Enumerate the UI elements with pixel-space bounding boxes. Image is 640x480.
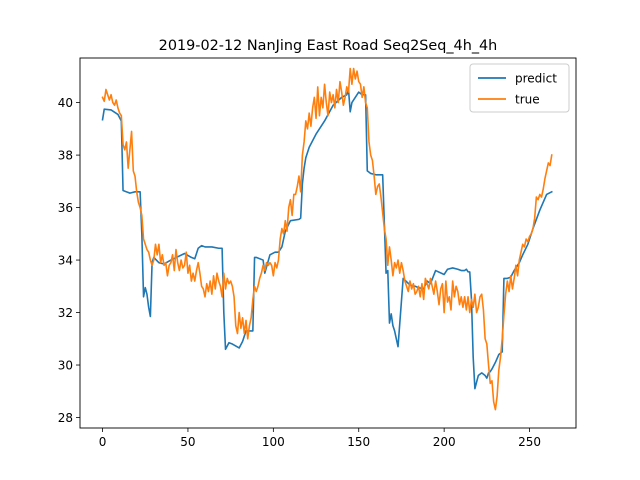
legend-box <box>469 63 570 113</box>
x-tick-label: 50 <box>180 435 195 449</box>
x-tick-label: 250 <box>518 435 541 449</box>
plot-frame <box>79 57 577 429</box>
x-tick-label: 150 <box>347 435 370 449</box>
x-tick-label: 0 <box>99 435 107 449</box>
chart-title: 2019-02-12 NanJing East Road Seq2Seq_4h_… <box>159 38 498 54</box>
series-line-predict <box>101 88 553 390</box>
legend-label-true: true <box>515 93 540 107</box>
y-tick-label: 32 <box>58 306 73 320</box>
x-axis: 0 50 100 150 200 250 <box>99 428 541 449</box>
x-tick-label: 100 <box>262 435 285 449</box>
y-tick-label: 38 <box>58 149 73 163</box>
plot-area <box>79 57 577 429</box>
y-tick-label: 30 <box>58 359 73 373</box>
y-tick-label: 40 <box>58 96 73 110</box>
y-tick-label: 34 <box>58 254 73 268</box>
series-layer <box>101 67 553 411</box>
x-tick-label: 200 <box>433 435 456 449</box>
y-axis: 28 30 32 34 36 38 40 <box>58 96 80 425</box>
legend: predict true <box>469 63 570 113</box>
y-tick-label: 28 <box>58 411 73 425</box>
series-line-true <box>101 67 553 411</box>
legend-label-predict: predict <box>515 72 557 86</box>
y-tick-label: 36 <box>58 201 73 215</box>
